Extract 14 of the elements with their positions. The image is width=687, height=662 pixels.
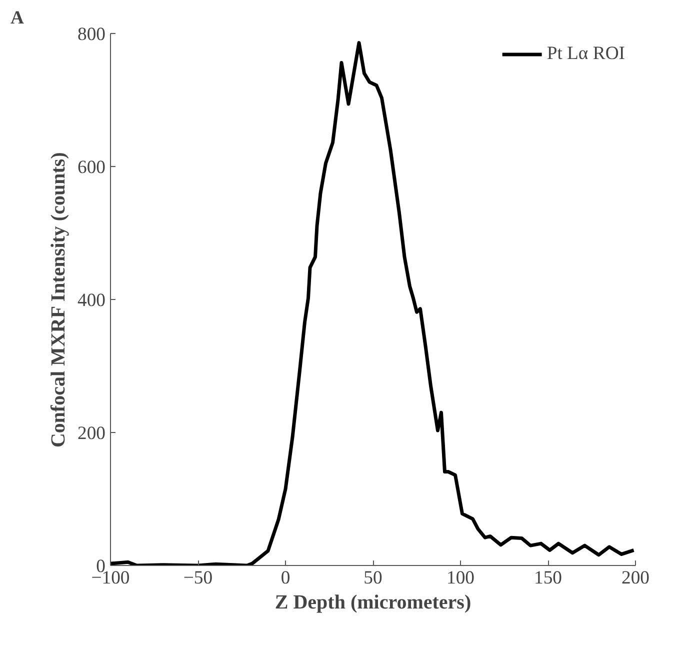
- x-tick-label: 100: [446, 568, 474, 588]
- y-tick-label: 200: [78, 423, 106, 444]
- x-tick-label: 150: [534, 568, 562, 588]
- y-tick-label: 600: [78, 157, 106, 178]
- y-axis-title: Confocal MXRF Intensity (counts): [48, 152, 70, 448]
- y-tick-label: 800: [78, 24, 106, 45]
- y-tick-label: 400: [78, 290, 106, 311]
- x-tick-label: −50: [183, 568, 213, 588]
- x-tick-label: 50: [364, 568, 382, 588]
- legend-label: Pt Lα ROI: [546, 43, 625, 65]
- x-axis-title: Z Depth (micrometers): [274, 592, 472, 614]
- text: A: [10, 8, 24, 28]
- x-tick-label: 0: [280, 568, 290, 588]
- x-tick-label: 200: [622, 568, 650, 588]
